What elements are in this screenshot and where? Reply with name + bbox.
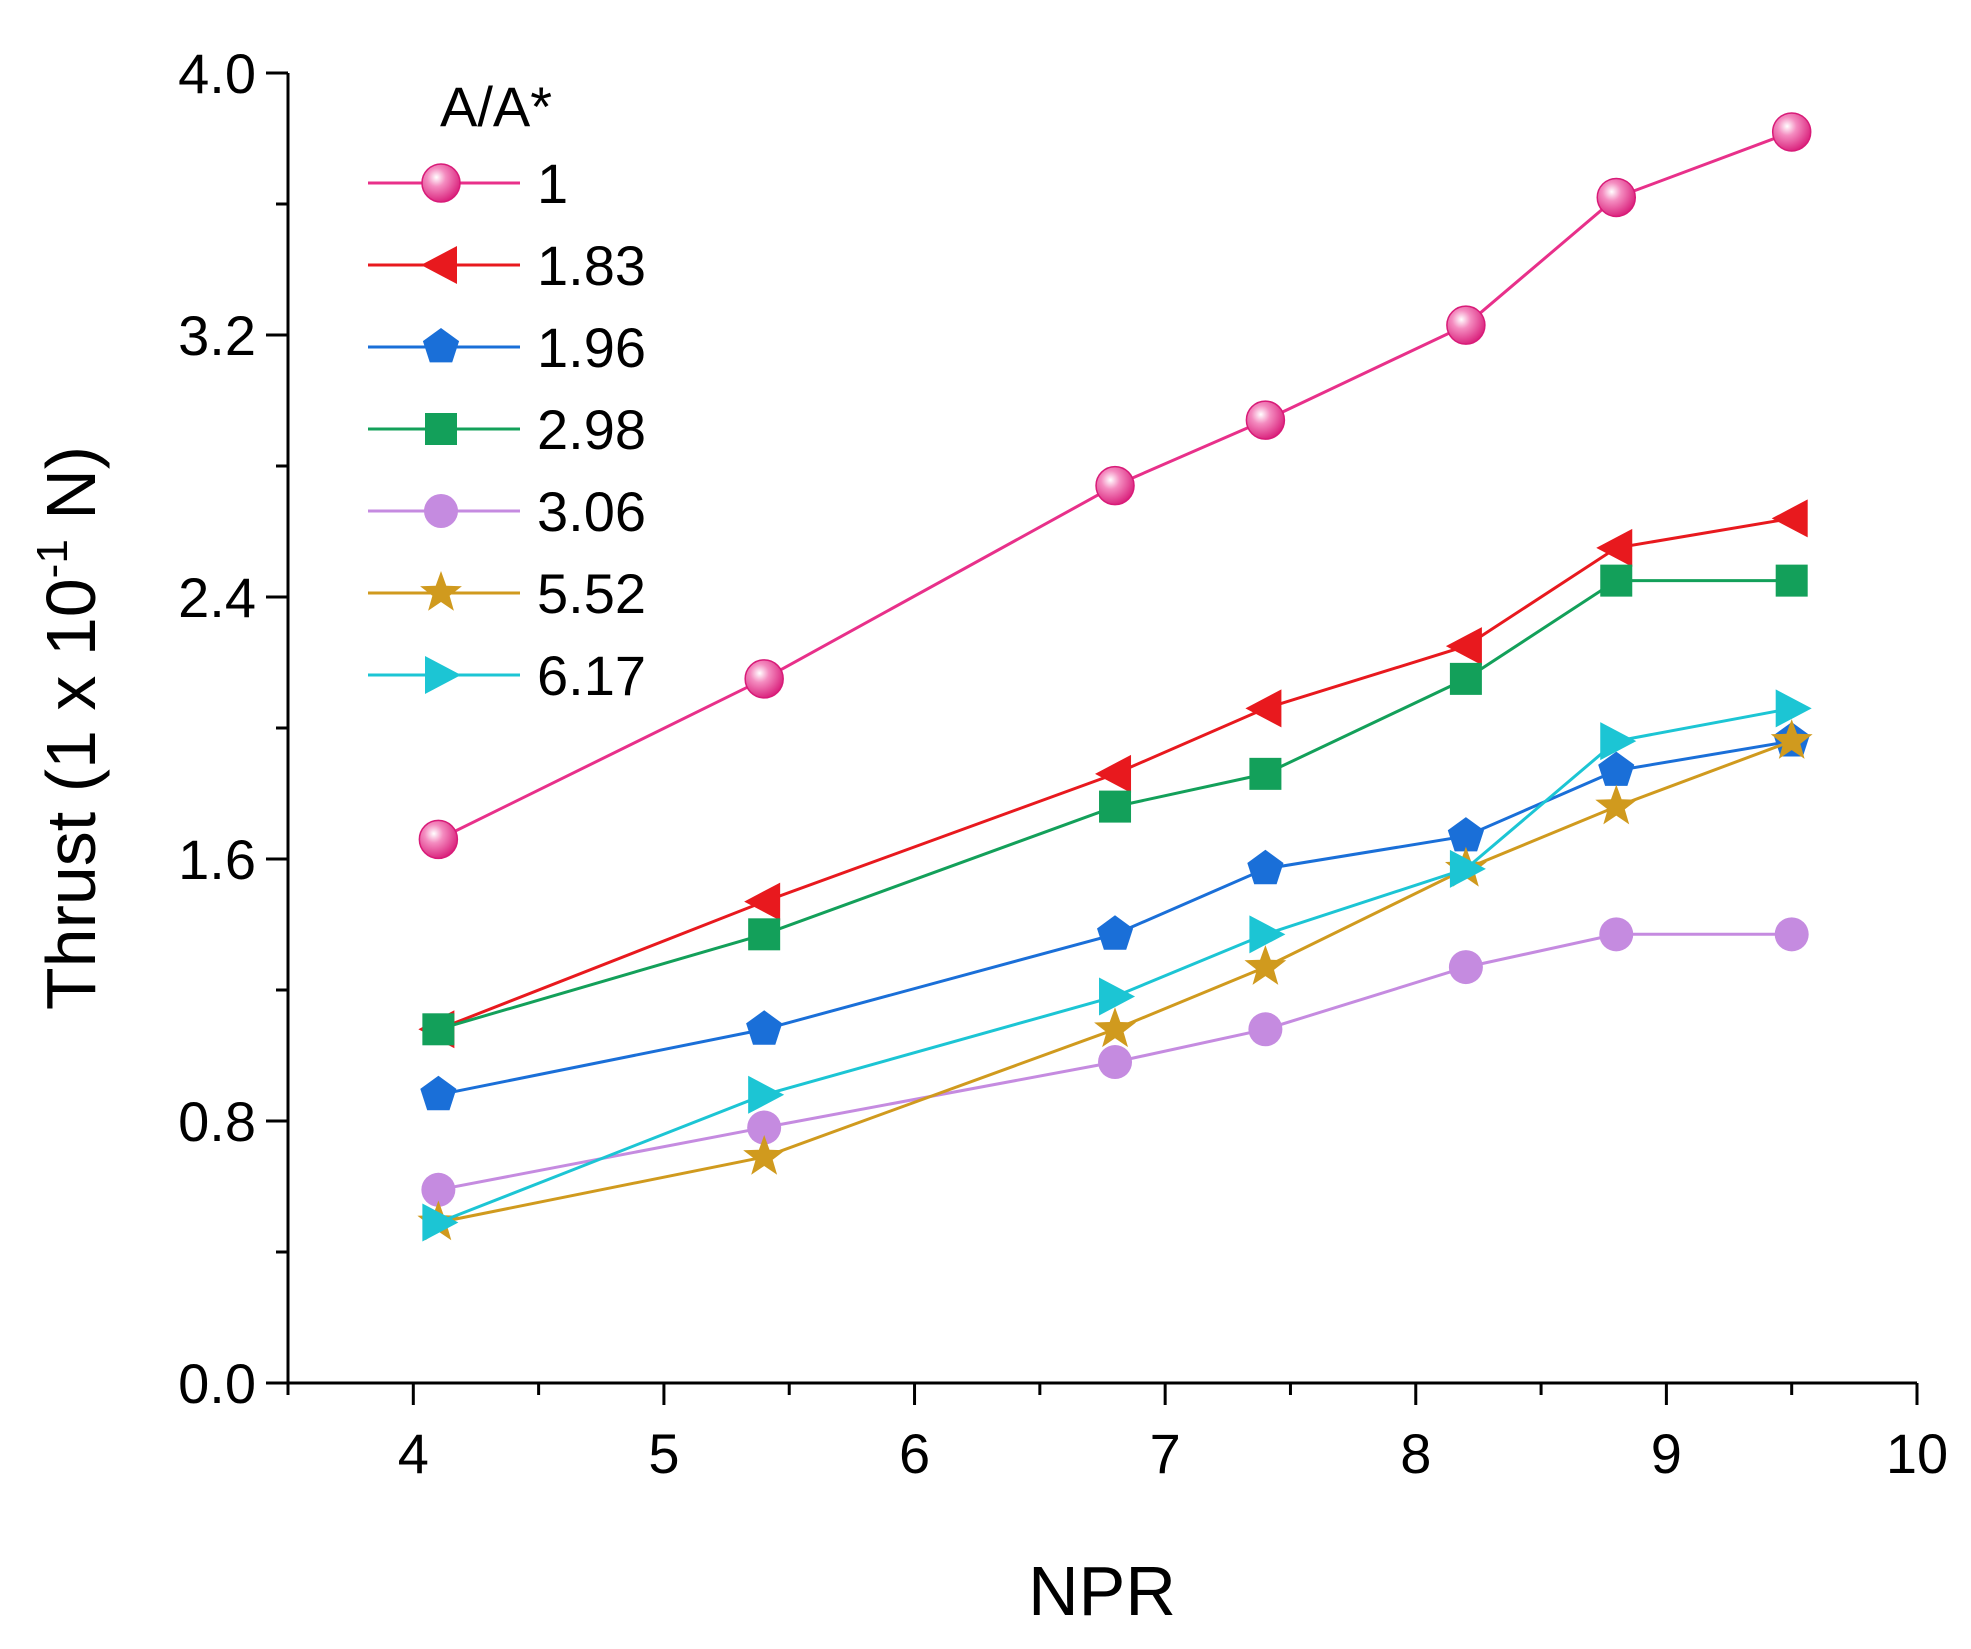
legend-label: 1.96 — [537, 316, 646, 379]
x-tick-label: 6 — [899, 1422, 930, 1485]
legend-label: 1.83 — [537, 234, 646, 297]
data-point — [1249, 757, 1282, 790]
data-point — [744, 882, 781, 921]
x-tick-label: 7 — [1150, 1422, 1181, 1485]
data-point — [1775, 689, 1812, 728]
y-ticks: 0.0 0.8 1.6 2.4 3.2 4.0 — [178, 42, 288, 1415]
legend: A/A* 1 1.83 1.96 2.98 3.06 5.52 6.17 — [368, 75, 646, 707]
data-point — [1095, 465, 1135, 506]
data-point — [420, 1075, 457, 1111]
plot-area — [417, 112, 1813, 1242]
series-6-17 — [422, 689, 1812, 1242]
legend-label: 6.17 — [537, 644, 646, 707]
legend-item: 1.96 — [368, 316, 646, 379]
y-axis-title-main: Thrust (1 x 10 — [32, 578, 110, 1010]
legend-marker — [420, 571, 462, 611]
y-axis-title: Thrust (1 x 10-1 N) — [28, 446, 110, 1010]
legend-label: 5.52 — [537, 562, 646, 625]
data-point — [1248, 1012, 1283, 1047]
series-1 — [418, 112, 1812, 860]
data-point — [1097, 915, 1134, 950]
data-point — [422, 1203, 459, 1242]
data-point — [1098, 1045, 1133, 1080]
data-point — [1600, 564, 1633, 597]
series-line — [437, 706, 1792, 1224]
legend-label: 2.98 — [537, 398, 646, 461]
y-tick-label: 0.0 — [178, 1352, 256, 1415]
data-point — [1771, 499, 1808, 538]
data-point — [744, 659, 784, 699]
data-point — [1244, 945, 1287, 985]
data-point — [748, 1075, 785, 1114]
data-point — [1448, 950, 1483, 985]
legend-marker — [421, 246, 457, 284]
data-point — [1598, 751, 1635, 786]
x-tick-label: 10 — [1886, 1422, 1948, 1485]
y-tick-label: 4.0 — [178, 42, 256, 105]
data-point — [1774, 917, 1809, 952]
legend-label: 3.06 — [537, 480, 646, 543]
legend-item: 5.52 — [368, 562, 646, 625]
legend-marker — [425, 413, 457, 445]
data-point — [1446, 305, 1486, 345]
data-point — [1095, 754, 1132, 793]
legend-item: 2.98 — [368, 398, 646, 461]
legend-item: 6.17 — [368, 644, 646, 707]
data-point — [746, 1010, 783, 1045]
legend-label: 1 — [537, 152, 568, 215]
data-point — [1599, 917, 1634, 952]
data-point — [1247, 849, 1284, 885]
series-3-06 — [421, 917, 1809, 1207]
data-point — [1596, 177, 1637, 218]
data-point — [1099, 790, 1132, 823]
data-point — [1449, 662, 1482, 695]
y-tick-label: 0.8 — [178, 1090, 256, 1153]
data-point — [1245, 689, 1282, 728]
legend-title: A/A* — [440, 75, 552, 138]
x-axis-title: NPR — [1028, 1552, 1176, 1630]
y-tick-label: 2.4 — [178, 566, 256, 629]
data-point — [421, 1172, 456, 1207]
y-tick-label: 1.6 — [178, 828, 256, 891]
x-ticks: 4 5 6 7 8 9 10 — [286, 1383, 1948, 1485]
legend-marker — [425, 656, 461, 694]
data-point — [1249, 915, 1286, 954]
data-point — [1445, 627, 1482, 666]
legend-item: 1 — [368, 152, 568, 215]
series-2-98 — [422, 564, 1808, 1046]
y-tick-label: 3.2 — [178, 304, 256, 367]
x-tick-label: 8 — [1400, 1422, 1431, 1485]
data-point — [1245, 400, 1286, 440]
data-point — [418, 819, 459, 860]
data-point — [1595, 784, 1638, 825]
data-point — [1447, 817, 1484, 852]
data-point — [1770, 719, 1813, 759]
legend-marker — [421, 163, 461, 203]
data-point — [1099, 977, 1136, 1016]
x-tick-label: 9 — [1651, 1422, 1682, 1485]
data-point — [1775, 564, 1808, 597]
legend-item: 1.83 — [368, 234, 646, 297]
data-point — [748, 918, 781, 951]
y-axis-title-superscript: -1 — [28, 539, 77, 578]
data-point — [1600, 722, 1637, 761]
legend-marker — [422, 328, 460, 363]
data-point — [747, 1110, 782, 1145]
data-point — [1449, 849, 1486, 888]
data-point — [422, 1013, 455, 1046]
x-tick-label: 5 — [648, 1422, 679, 1485]
data-point — [743, 1135, 786, 1175]
legend-marker — [424, 494, 458, 528]
data-point — [1771, 112, 1812, 152]
y-axis-title-unit: N) — [32, 446, 110, 539]
legend-item: 3.06 — [368, 480, 646, 543]
data-point — [1596, 528, 1633, 567]
data-point — [1094, 1007, 1136, 1048]
x-tick-label: 4 — [398, 1422, 429, 1485]
